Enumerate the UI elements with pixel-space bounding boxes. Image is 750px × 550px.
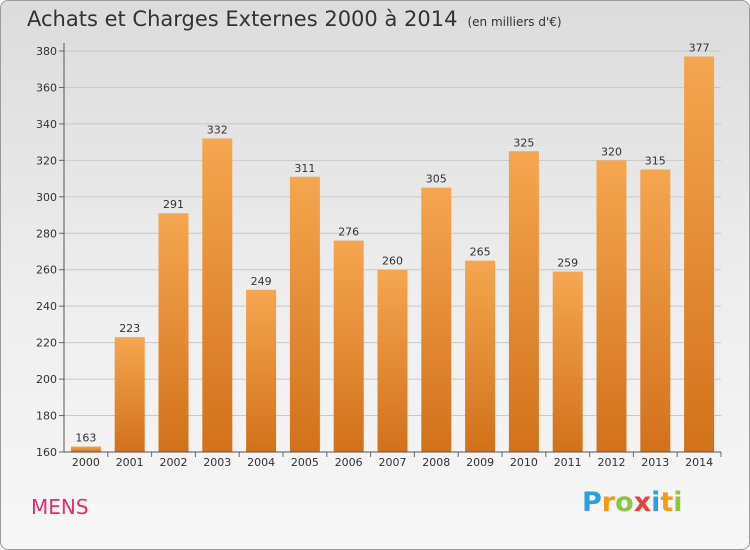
x-tick-label: 2000	[72, 456, 100, 469]
bar	[114, 337, 145, 452]
bar	[465, 260, 496, 452]
proxiti-logo: Proxiti	[582, 487, 683, 518]
y-tick-label: 360	[36, 81, 57, 94]
x-tick-label: 2009	[466, 456, 494, 469]
data-label: 377	[689, 41, 710, 54]
bar	[421, 187, 452, 453]
x-tick-label: 2005	[291, 456, 319, 469]
y-tick-label: 320	[36, 154, 57, 167]
y-tick-label: 380	[36, 45, 57, 58]
data-label: 315	[645, 154, 666, 167]
x-tick-label: 2011	[554, 456, 582, 469]
data-label: 265	[470, 246, 491, 259]
bar	[596, 160, 627, 452]
bar	[289, 176, 320, 452]
data-label: 291	[163, 198, 184, 211]
x-tick-label: 2002	[160, 456, 188, 469]
logo-letter: x	[633, 487, 652, 518]
bar	[508, 151, 539, 452]
data-label: 332	[207, 123, 228, 136]
y-tick-label: 340	[36, 118, 57, 131]
x-tick-label: 2003	[203, 456, 231, 469]
axes: 160 180 200 220 240 260 280 300 320 340 360 380 2000…	[36, 43, 722, 469]
logo-letter: i	[651, 487, 661, 518]
chart-title: Achats et Charges Externes 2000 à 2014 (e…	[27, 7, 562, 31]
data-label: 320	[601, 145, 622, 158]
data-label: 163	[75, 432, 96, 445]
y-tick-label: 220	[36, 337, 57, 350]
data-label: 305	[426, 173, 447, 186]
bar	[684, 56, 715, 453]
bar	[552, 271, 583, 452]
bar	[246, 289, 277, 452]
x-tick-label: 2012	[598, 456, 626, 469]
logo-letter: P	[582, 487, 602, 518]
commune-name: MENS	[31, 495, 89, 519]
x-tick-label: 2007	[379, 456, 407, 469]
bar	[202, 138, 233, 452]
bar	[158, 213, 189, 452]
bar	[377, 269, 408, 452]
x-tick-label: 2008	[422, 456, 450, 469]
logo-letter: i	[673, 487, 683, 518]
data-label: 223	[119, 322, 140, 335]
data-label: 260	[382, 255, 403, 268]
y-tick-label: 240	[36, 300, 57, 313]
data-label: 276	[338, 226, 359, 239]
y-tick-label: 300	[36, 191, 57, 204]
data-label: 249	[251, 275, 272, 288]
x-tick-label: 2014	[685, 456, 713, 469]
x-tick-label: 2004	[247, 456, 275, 469]
chart-title-text: Achats et Charges Externes 2000 à 2014	[27, 7, 458, 31]
bar	[70, 446, 101, 452]
x-tick-label: 2006	[335, 456, 363, 469]
bars: 163 223 291 332 249 311 276 260 305 265 325 259 320 3…	[70, 41, 715, 453]
logo-letter: r	[601, 487, 616, 518]
chart-subtitle: (en milliers d'€)	[467, 15, 562, 29]
y-tick-label: 260	[36, 264, 57, 277]
x-tick-label: 2013	[641, 456, 669, 469]
x-tick-label: 2001	[116, 456, 144, 469]
data-label: 259	[557, 257, 578, 270]
data-label: 325	[513, 136, 534, 149]
y-tick-label: 160	[36, 446, 57, 459]
y-tick-label: 280	[36, 227, 57, 240]
logo-letter: t	[660, 487, 674, 518]
bar	[640, 169, 671, 452]
y-tick-label: 180	[36, 410, 57, 423]
x-tick-label: 2010	[510, 456, 538, 469]
bar	[333, 240, 364, 452]
y-tick-label: 200	[36, 373, 57, 386]
data-label: 311	[294, 162, 315, 175]
logo-letter: o	[615, 487, 634, 518]
